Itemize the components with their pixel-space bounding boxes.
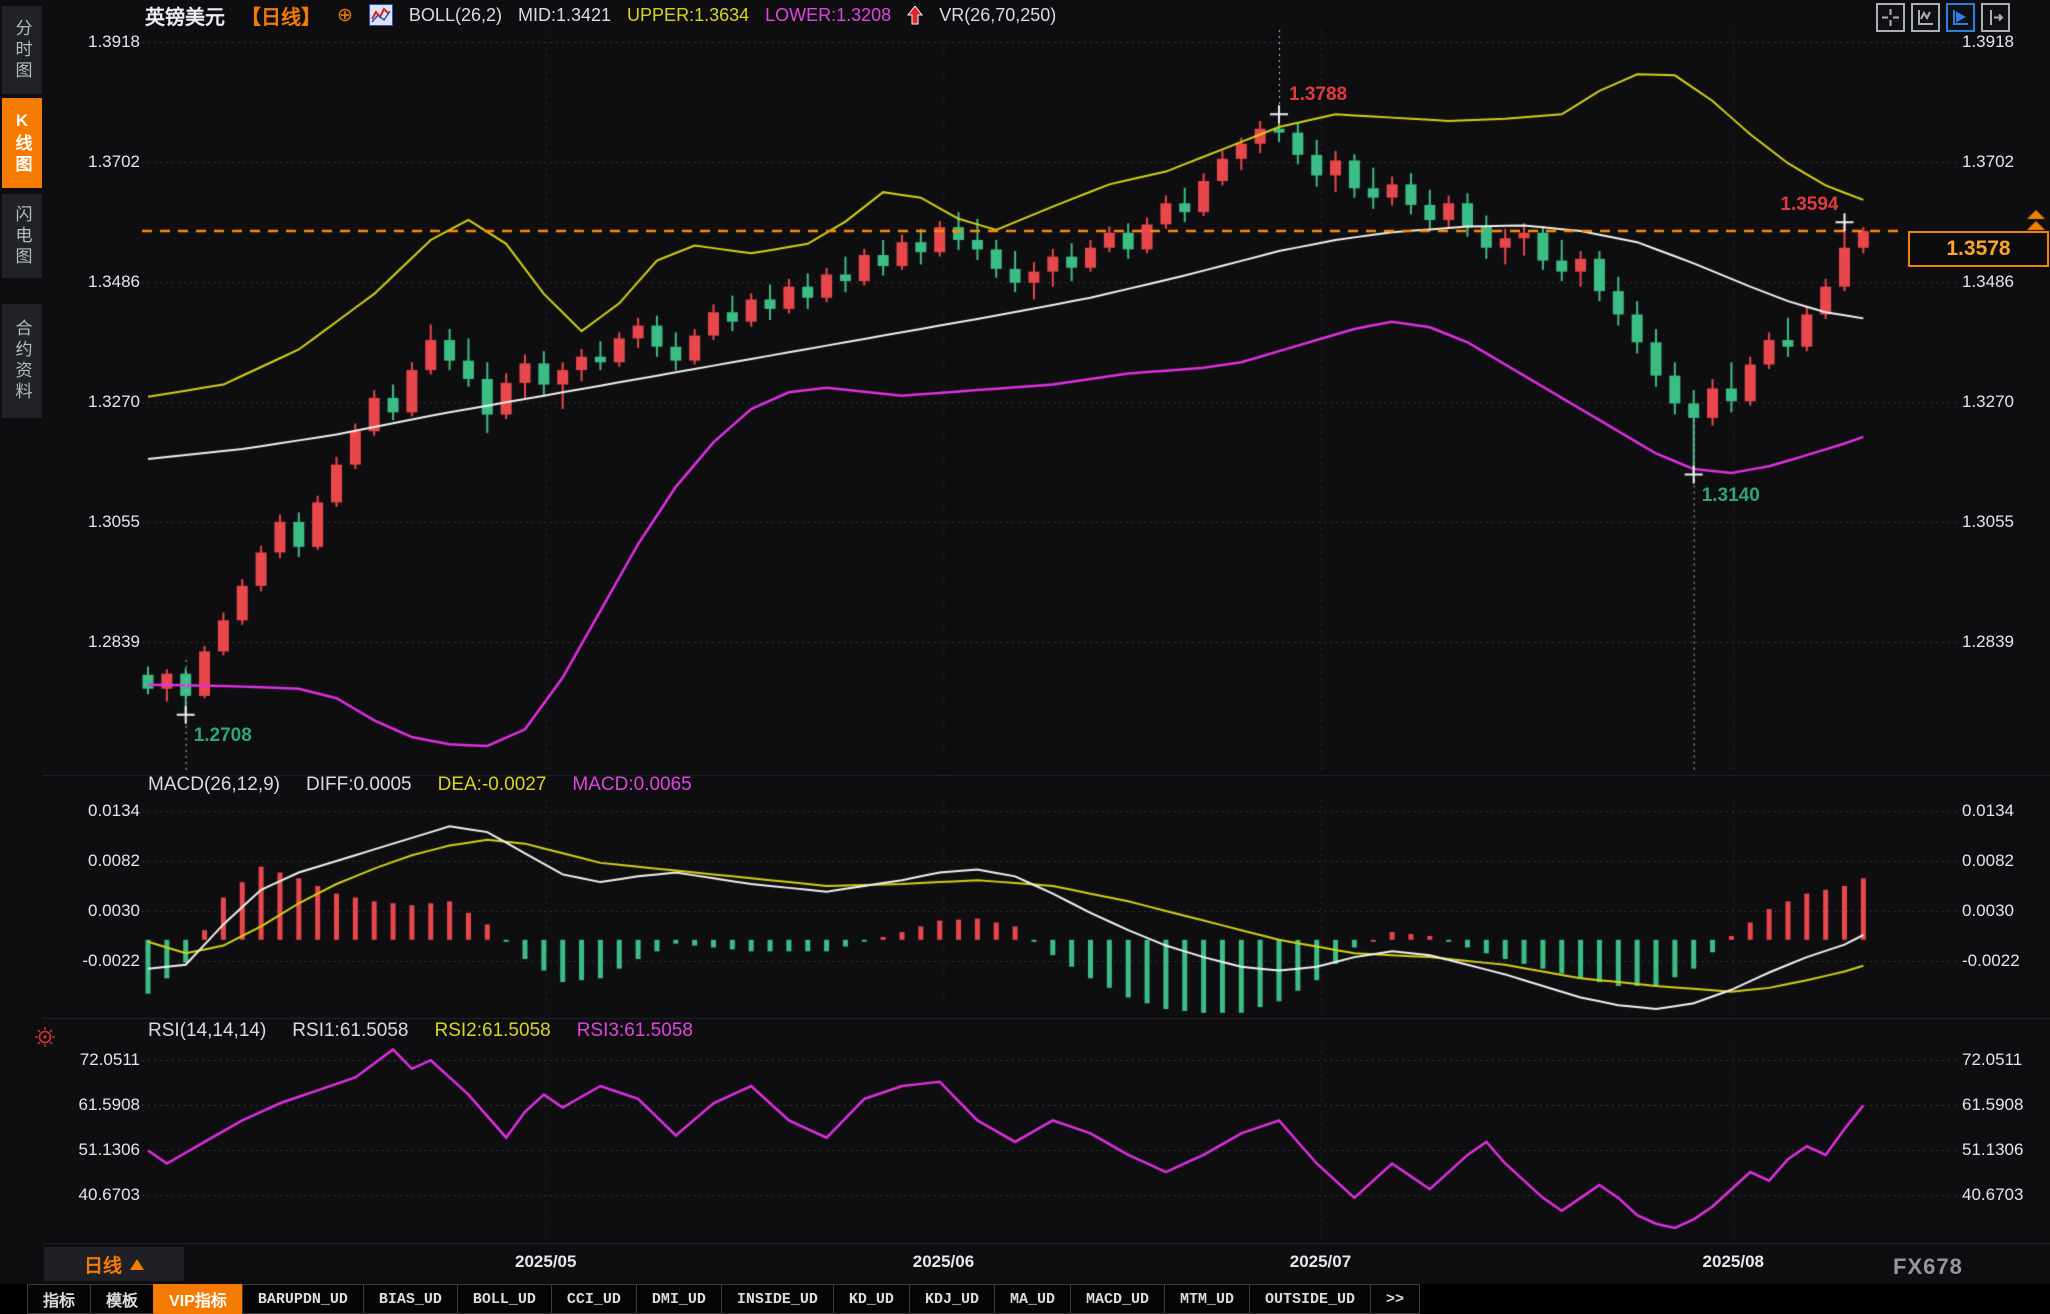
indicator-tab-14[interactable]: OUTSIDE_UD <box>1249 1284 1372 1314</box>
price-tick-left-0: 1.3918 <box>88 32 140 51</box>
period-selector-label: 日线 <box>83 1255 122 1277</box>
macd-pane-header: MACD(26,12,9) DIFF:0.0005 DEA:-0.0027 MA… <box>148 774 692 796</box>
indicator-tabbar: 指标 模板 VIP指标 BARUPDN_UD BIAS_UD BOLL_UD CCI_UD D… <box>0 1284 2050 1314</box>
indicator-tab-0[interactable]: 指标 <box>27 1284 92 1314</box>
rsi-tick-left-2: 51.1306 <box>78 1139 140 1159</box>
triangle-up-icon <box>130 1258 144 1270</box>
rsi3-value: RSI3:61.5058 <box>576 1020 693 1041</box>
macd-tick-left-1: 0.0082 <box>88 850 140 870</box>
price-tick-right-0: 1.3918 <box>1962 32 2014 51</box>
alert-sun-icon[interactable] <box>34 1026 56 1053</box>
indicator-tab-5[interactable]: BOLL_UD <box>456 1284 552 1314</box>
price-tick-left-1: 1.3702 <box>88 152 140 172</box>
axis-zigzag-tool-button[interactable] <box>1911 3 1940 32</box>
date-label-3: 2025/08 <box>1702 1252 1765 1271</box>
macd-tick-right-0: 0.0134 <box>1962 800 2014 820</box>
macd-diff-value: DIFF:0.0005 <box>306 774 412 795</box>
rsi1-value: RSI1:61.5058 <box>292 1020 409 1041</box>
price-annotation-1.3140: 1.3140 <box>1701 484 1760 506</box>
macd-dea-value: DEA:-0.0027 <box>437 774 547 795</box>
chart-toolbar <box>1876 3 2010 32</box>
period-selector-button[interactable]: 日线 <box>44 1247 184 1281</box>
rsi-tick-left-1: 61.5908 <box>78 1095 140 1114</box>
mini-chart-icon <box>368 4 393 26</box>
macd-tick-right-3: -0.0022 <box>1962 950 2020 970</box>
period-expand-icon[interactable]: ⊕ <box>337 4 353 26</box>
rsi-tick-right-2: 51.1306 <box>1962 1139 2024 1159</box>
rsi-tick-right-0: 72.0511 <box>1962 1050 2023 1069</box>
indicator-tab-9[interactable]: KD_UD <box>832 1284 910 1314</box>
macd-tick-left-0: 0.0134 <box>88 800 140 820</box>
indicator-tab-13[interactable]: MTM_UD <box>1163 1284 1250 1314</box>
sidebar-item-0[interactable]: 分时图 <box>2 6 42 94</box>
macd-tick-left-2: 0.0030 <box>88 900 140 920</box>
price-annotation-1.3594: 1.3594 <box>1780 194 1839 216</box>
indicator-tab-3[interactable]: BARUPDN_UD <box>241 1284 364 1314</box>
price-tick-left-2: 1.3486 <box>88 272 140 292</box>
indicator-tab-6[interactable]: CCI_UD <box>550 1284 637 1314</box>
date-label-1: 2025/06 <box>912 1252 975 1271</box>
indicator-tab-12[interactable]: MACD_UD <box>1069 1284 1165 1314</box>
rsi2-value: RSI2:61.5058 <box>434 1020 551 1041</box>
sidebar-item-1[interactable]: K线图 <box>2 98 42 188</box>
indicator-tab-10[interactable]: KDJ_UD <box>908 1284 995 1314</box>
rsi-pane-header: RSI(14,14,14) RSI1:61.5058 RSI2:61.5058 … <box>148 1020 693 1042</box>
rsi-title: RSI(14,14,14) <box>148 1020 267 1041</box>
rsi-tick-right-3: 40.6703 <box>1962 1184 2024 1204</box>
rsi-tick-left-0: 72.0511 <box>79 1050 140 1069</box>
date-label-0: 2025/05 <box>515 1252 577 1271</box>
price-annotation-1.2708: 1.2708 <box>193 724 252 746</box>
last-price-tag: 1.3578 <box>1908 231 2049 267</box>
indicator-tab-8[interactable]: INSIDE_UD <box>720 1284 834 1314</box>
period-tag: 【日线】 <box>241 6 321 29</box>
axis-play-tool-button[interactable] <box>1946 3 1975 32</box>
indicator-tab-15[interactable]: >> <box>1370 1284 1421 1314</box>
price-tick-right-1: 1.3702 <box>1962 152 2014 172</box>
chart-header: 英镑美元 【日线】 ⊕ BOLL(26,2) MID:1.3421 UPPER:… <box>145 0 1056 30</box>
rsi-tick-right-1: 61.5908 <box>1962 1095 2024 1114</box>
sidebar-item-2[interactable]: 闪电图 <box>2 194 42 278</box>
macd-tick-right-2: 0.0030 <box>1962 900 2014 920</box>
watermark: FX678 <box>1893 1254 1963 1279</box>
symbol-name: 英镑美元 <box>145 6 225 29</box>
boll-mid-value: MID:1.3421 <box>517 4 612 25</box>
indicator-tab-11[interactable]: MA_UD <box>993 1284 1071 1314</box>
indicator-tab-4[interactable]: BIAS_UD <box>362 1284 458 1314</box>
date-label-2: 2025/07 <box>1289 1252 1352 1271</box>
boll-upper-value: UPPER:1.3634 <box>627 4 750 25</box>
sidebar-item-3[interactable]: 合约资料 <box>2 304 42 418</box>
price-tick-left-5: 1.2839 <box>88 632 140 651</box>
price-tick-right-5: 1.2839 <box>1962 632 2014 651</box>
price-tick-right-4: 1.3055 <box>1962 511 2014 531</box>
macd-macd-value: MACD:0.0065 <box>572 774 692 795</box>
macd-title: MACD(26,12,9) <box>148 774 280 795</box>
move-tool-button[interactable] <box>1876 3 1905 32</box>
price-tick-right-2: 1.3486 <box>1962 272 2014 292</box>
indicator-tab-1[interactable]: 模板 <box>90 1284 155 1314</box>
boll-lower-value: LOWER:1.3208 <box>765 4 892 25</box>
indicator-tab-7[interactable]: DMI_UD <box>635 1284 722 1314</box>
axis-shift-tool-button[interactable] <box>1981 3 2010 32</box>
vr-label: VR(26,70,250) <box>939 4 1057 25</box>
boll-label: BOLL(26,2) <box>408 4 502 25</box>
trend-up-arrow-icon <box>907 4 924 25</box>
macd-tick-right-1: 0.0082 <box>1962 850 2014 870</box>
price-tick-left-3: 1.3270 <box>88 392 140 412</box>
left-sidebar: 分时图 K线图闪电图合约资料 <box>0 0 42 1314</box>
price-annotation-1.3788: 1.3788 <box>1289 84 1348 106</box>
macd-tick-left-3: -0.0022 <box>82 950 140 970</box>
price-tick-left-4: 1.3055 <box>88 511 140 531</box>
indicator-tab-2[interactable]: VIP指标 <box>153 1284 243 1314</box>
rsi-tick-left-3: 40.6703 <box>78 1184 140 1204</box>
price-tick-right-3: 1.3270 <box>1962 392 2014 412</box>
